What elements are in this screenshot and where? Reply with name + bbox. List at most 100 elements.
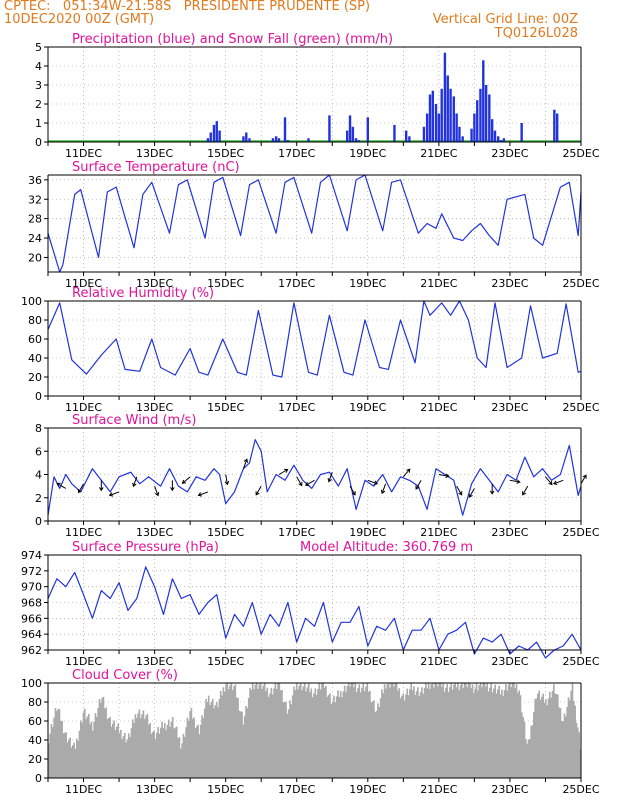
wind-arrowhead xyxy=(516,479,521,484)
cloud-bar xyxy=(509,683,511,778)
cloud-bar xyxy=(466,687,469,778)
cloud-bar xyxy=(571,683,574,778)
cloud-bar xyxy=(202,718,205,778)
cloud-bar xyxy=(547,698,550,778)
cloud-bar xyxy=(281,689,283,778)
cloud-bar xyxy=(282,702,285,778)
cloud-bar xyxy=(63,732,66,778)
wind-arrow xyxy=(545,476,553,485)
cloud-bar xyxy=(135,717,138,778)
cloud-bar xyxy=(570,690,572,778)
cloud-bar xyxy=(361,687,363,778)
cloud-bar xyxy=(338,696,341,778)
cloud-bar xyxy=(381,689,383,778)
cloud-bar xyxy=(527,739,530,778)
cloud-bar xyxy=(443,691,446,778)
wind-arrowhead xyxy=(305,481,310,486)
x-tick-label: 23DEC xyxy=(491,783,528,796)
cloud-bar xyxy=(411,690,414,778)
cloud-bar xyxy=(218,699,221,778)
y-tick-label: 80 xyxy=(28,314,42,327)
precip-bar xyxy=(553,109,556,142)
cloud-bar xyxy=(115,726,118,778)
precip-bar xyxy=(283,117,287,142)
cloud-bar xyxy=(301,690,303,778)
cloud-bar xyxy=(101,697,103,778)
wind-arrow xyxy=(56,483,67,489)
y-tick-label: 0 xyxy=(35,515,42,528)
cloud-bar xyxy=(237,697,239,778)
cloud-bar xyxy=(141,714,143,778)
y-tick-label: 0 xyxy=(35,136,42,149)
wind-arrow xyxy=(415,480,422,490)
cloud-bar xyxy=(521,712,523,778)
cloud-bar xyxy=(470,688,473,778)
cloud-bar xyxy=(566,706,568,778)
cloud-bar xyxy=(222,687,225,778)
cloud-bar xyxy=(125,742,127,778)
precip-bar xyxy=(502,138,506,142)
cloud-bar xyxy=(145,715,147,778)
x-tick-label: 21DEC xyxy=(420,783,457,796)
cloud-bar xyxy=(503,690,506,778)
panel-wind: 0 2 4 6 8 11DEC 13DEC 15DEC 17DEC 19DEC 21DEC 23DEC… xyxy=(35,413,600,539)
cloud-bar xyxy=(358,684,361,778)
cloud-bar xyxy=(442,683,445,778)
cloud-bar xyxy=(139,718,142,778)
cloud-bar xyxy=(318,683,321,778)
cloud-bar xyxy=(201,715,203,778)
cloud-bar xyxy=(223,691,226,778)
wind-arrow xyxy=(109,491,120,496)
cloud-bar xyxy=(227,689,230,778)
cloud-bar xyxy=(185,727,187,778)
cloud-bar xyxy=(473,693,475,778)
panel-pressure: 962 964 966 968 970 972 974 11DEC 13DEC 15DEC 17DE… xyxy=(21,540,600,668)
cloud-bar xyxy=(126,739,129,778)
cloud-bar xyxy=(245,705,247,778)
y-tick-label: 1 xyxy=(35,117,42,130)
wind-arrowhead xyxy=(99,487,104,492)
wind-arrow xyxy=(296,476,303,486)
cloud-bar xyxy=(429,688,431,778)
cloud-bar xyxy=(77,740,79,778)
cloud-bar xyxy=(515,684,518,778)
wind-arrow xyxy=(468,488,475,498)
cloud-bar xyxy=(523,721,526,778)
cloud-bar xyxy=(219,690,222,778)
cloud-bar xyxy=(159,727,162,778)
wind-arrow xyxy=(553,479,564,485)
cloud-bar xyxy=(290,704,293,778)
cloud-bar xyxy=(542,693,544,778)
cloud-bar xyxy=(109,716,111,778)
precip-bar xyxy=(446,75,449,142)
cloud-bar xyxy=(79,720,82,778)
wind-arrowhead xyxy=(380,489,386,495)
cloud-bar xyxy=(242,724,245,778)
cloud-bar xyxy=(493,688,495,778)
cloud-bar xyxy=(97,707,99,778)
cloud-bar xyxy=(451,689,454,778)
cloud-bar xyxy=(173,728,175,778)
cloud-bar xyxy=(427,683,430,778)
x-tick-label: 17DEC xyxy=(278,783,315,796)
y-tick-label: 962 xyxy=(21,644,42,657)
cloud-bar xyxy=(377,703,379,778)
cloud-bar xyxy=(129,737,131,778)
cloud-bar xyxy=(331,701,334,778)
cloud-bar xyxy=(171,717,174,778)
x-tick-label: 15DEC xyxy=(207,147,244,160)
cloud-bar xyxy=(463,683,466,778)
cloud-bar xyxy=(365,686,367,778)
precip-bar xyxy=(437,113,441,142)
cloud-bar xyxy=(334,702,337,778)
y-tick-label: 2 xyxy=(35,492,42,505)
cloud-bar xyxy=(543,703,546,778)
cloud-bar xyxy=(395,683,398,778)
wind-arrowhead xyxy=(522,491,527,496)
x-tick-label: 17DEC xyxy=(278,277,315,290)
cloud-bar xyxy=(273,688,275,778)
cloud-bar xyxy=(479,683,482,778)
wind-arrow xyxy=(198,491,209,496)
cloud-bar xyxy=(255,683,258,778)
x-tick-label: 23DEC xyxy=(491,655,528,668)
